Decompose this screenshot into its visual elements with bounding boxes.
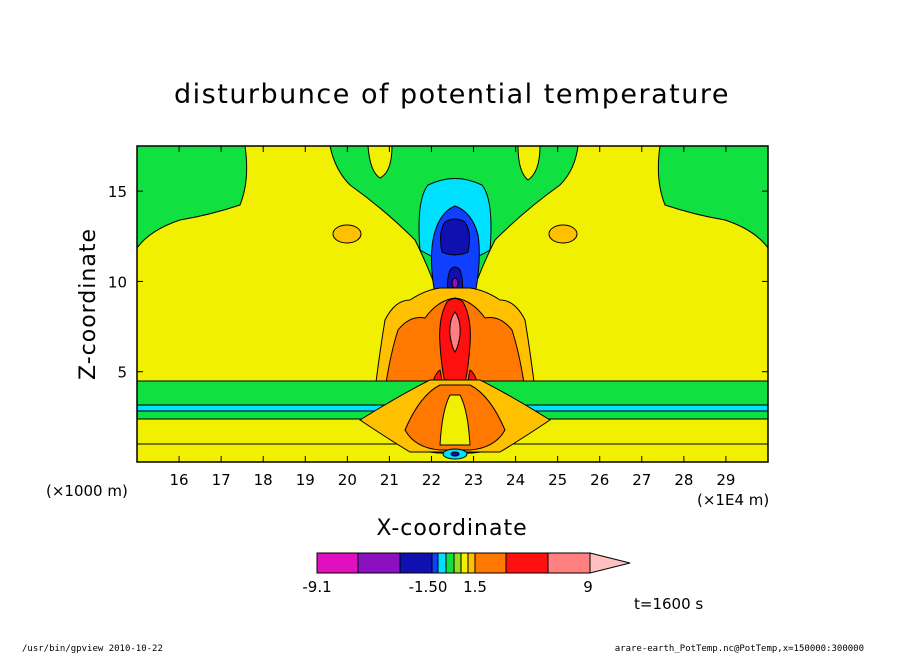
- contour-darkblue-core: [440, 218, 470, 256]
- x-tick-label: 23: [464, 471, 483, 489]
- colorbar-label-pos: 1.5: [463, 578, 487, 596]
- colorbar-segment: [474, 552, 507, 574]
- x-axis-label: X-coordinate: [376, 516, 527, 541]
- colorbar-extend-arrow: [589, 552, 631, 574]
- plot-area: [137, 146, 768, 462]
- footer-right: arare-earth_PotTemp.nc@PotTemp,x=150000:…: [615, 644, 864, 654]
- colorbar-segment: [357, 552, 401, 574]
- x-tick-label: 22: [422, 471, 441, 489]
- x-tick-label: 17: [212, 471, 231, 489]
- y-axis-ticks: 5 10 15: [108, 183, 768, 382]
- time-label: t=1600 s: [634, 595, 703, 613]
- colorbar-label-neg: -1.50: [409, 578, 448, 596]
- colorbar-segment: [437, 552, 447, 574]
- contour-green-right: [657, 146, 768, 249]
- colorbar-segment: [505, 552, 549, 574]
- x-tick-label: 18: [254, 471, 273, 489]
- y-tick-label: 15: [108, 183, 127, 201]
- colorbar-segment: [316, 552, 359, 574]
- contour-orange-blob-left: [332, 224, 362, 244]
- colorbar-labels: -9.1 -1.50 1.5 9: [302, 578, 592, 596]
- x-unit-label: (×1E4 m): [697, 491, 769, 509]
- footer-left: /usr/bin/gpview 2010-10-22: [22, 644, 163, 654]
- colorbar-segment: [547, 552, 591, 574]
- x-tick-label: 25: [548, 471, 567, 489]
- y-tick-label: 5: [117, 364, 127, 382]
- x-tick-label: 29: [716, 471, 735, 489]
- colorbar-label-max: 9: [583, 578, 593, 596]
- colorbar-label-min: -9.1: [302, 578, 331, 596]
- y-tick-label: 10: [108, 273, 127, 291]
- colorbar-segment: [460, 552, 469, 574]
- colorbar-segment: [399, 552, 433, 574]
- y-axis-label: Z-coordinate: [76, 228, 101, 380]
- colorbar-segment: [445, 552, 455, 574]
- x-tick-label: 20: [338, 471, 357, 489]
- x-axis-ticks: 16 17 18 19 20 21 22 23 24 25 26 27 28 29: [170, 146, 735, 489]
- colorbar-segment: [467, 552, 476, 574]
- x-tick-label: 24: [506, 471, 525, 489]
- x-tick-label: 21: [380, 471, 399, 489]
- x-tick-label: 27: [632, 471, 651, 489]
- contour-green-left: [137, 146, 248, 249]
- x-tick-label: 19: [296, 471, 315, 489]
- z-unit-label: (×1000 m): [46, 482, 128, 500]
- x-tick-label: 16: [170, 471, 189, 489]
- plot-frame: [136, 145, 769, 463]
- colorbar-segment: [431, 552, 439, 574]
- chart-title: disturbunce of potential temperature: [174, 79, 730, 110]
- colorbar: [316, 552, 631, 574]
- contour-orange-blob-right: [548, 224, 578, 244]
- x-tick-label: 28: [674, 471, 693, 489]
- colorbar-segment: [453, 552, 462, 574]
- x-tick-label: 26: [590, 471, 609, 489]
